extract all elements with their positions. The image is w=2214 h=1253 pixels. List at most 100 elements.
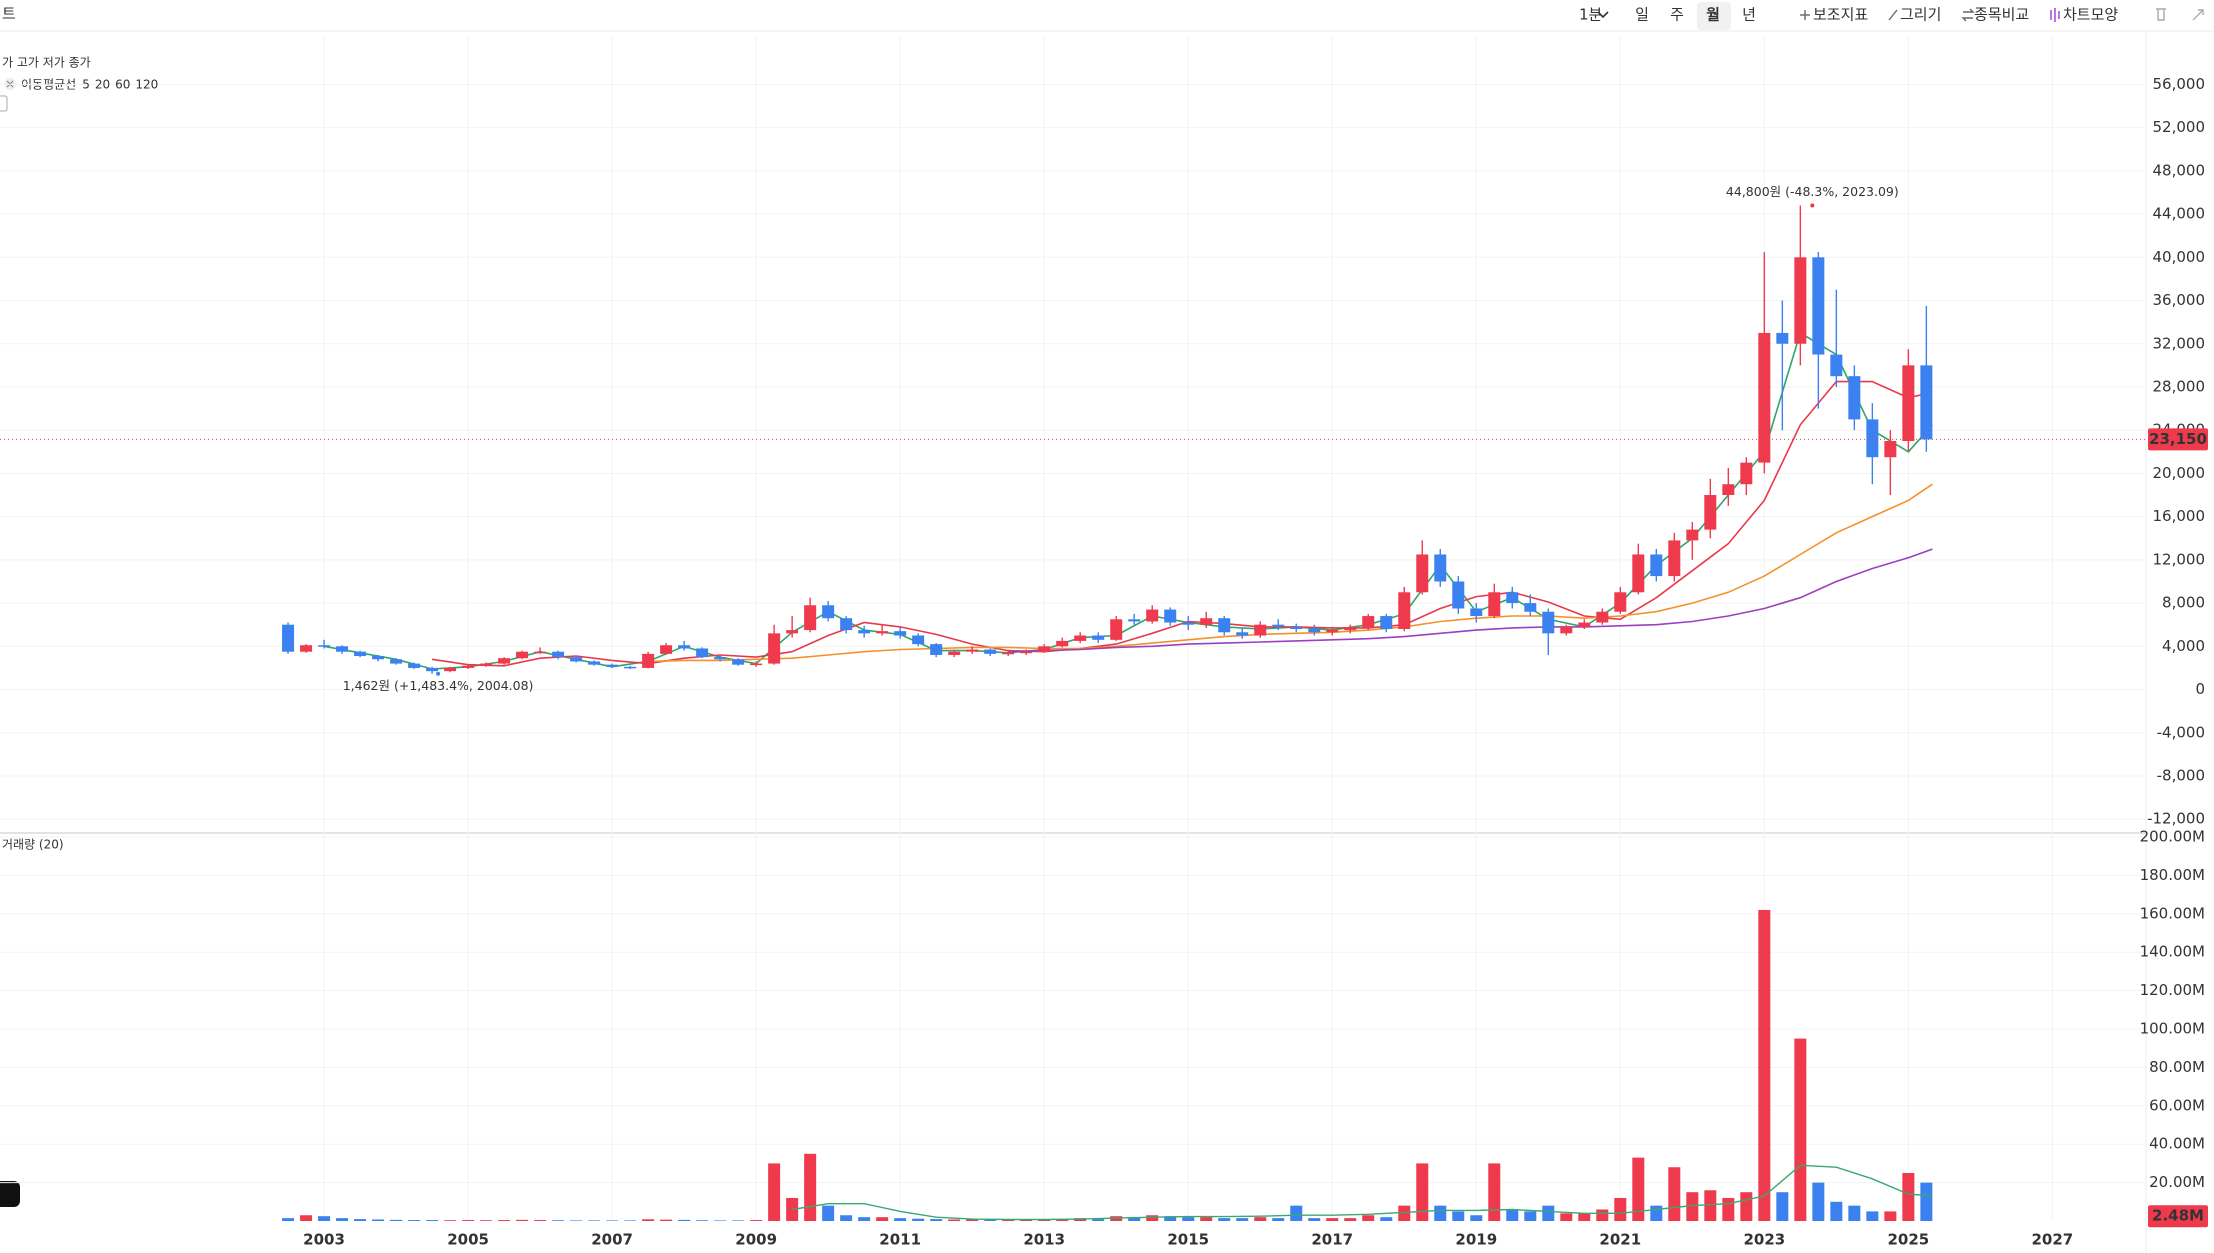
candle-body [1830, 354, 1843, 377]
candle-body [1056, 640, 1069, 647]
volume-bar [516, 1219, 529, 1221]
volume-bar [660, 1219, 673, 1221]
y-tick-label: 32,000 [2153, 334, 2206, 352]
volume-bar [1794, 1038, 1807, 1221]
y-tick-label: 40,000 [2153, 248, 2206, 266]
last-price-label: 23,150 [2149, 430, 2207, 448]
x-tick-label: 2009 [735, 1231, 777, 1249]
tool-icons [1800, 8, 2204, 22]
volume-badge-label: 2.48M [2152, 1207, 2204, 1225]
volume-bar [624, 1220, 637, 1221]
volume-bar [318, 1216, 331, 1221]
candle-body [1668, 540, 1681, 577]
y-tick-label: 48,000 [2153, 161, 2206, 179]
volume-bar [336, 1218, 349, 1221]
tool-button[interactable]: 그리기 [1900, 6, 1941, 24]
x-tick-label: 2011 [879, 1231, 921, 1249]
y-tick-label: 12,000 [2153, 550, 2206, 568]
ma-legend-item: 60 [115, 78, 130, 92]
candle-body [1272, 624, 1285, 627]
volume-bar [1128, 1217, 1141, 1221]
grid-layer [0, 36, 2146, 1221]
candle-body [876, 631, 889, 634]
y-tick-label: 36,000 [2153, 291, 2206, 309]
candle-body [1254, 624, 1267, 636]
volume-tick-label: 40.00M [2149, 1135, 2205, 1153]
volume-bar [1866, 1211, 1879, 1221]
candle-body [768, 633, 781, 664]
candle-body [444, 667, 457, 672]
volume-legend: 거래량 (20) [2, 838, 64, 852]
volume-bar [462, 1220, 475, 1221]
volume-bar [1470, 1215, 1483, 1221]
candle-body [1200, 618, 1213, 625]
candle-body [1488, 592, 1501, 617]
tool-button[interactable]: 종목비교 [1974, 6, 2029, 24]
volume-bar [390, 1219, 403, 1221]
volume-badge [2148, 1205, 2208, 1228]
volume-bar [840, 1215, 853, 1221]
volume-bar [372, 1219, 385, 1221]
top-layer: 1분 일 주 월 년 보조지표 그리기 종목비교 차트모양 [1579, 6, 2118, 24]
tool-button[interactable]: 차트모양 [2063, 6, 2118, 24]
volume-ma-line [791, 1164, 1933, 1221]
candle-body [1902, 365, 1915, 441]
volume-bar [1416, 1163, 1429, 1221]
volume-bar [1092, 1219, 1105, 1221]
candle-body [1452, 581, 1465, 609]
volume-bar [1380, 1217, 1393, 1221]
volume-bar [732, 1220, 745, 1221]
candle-body [786, 630, 799, 634]
volume-bar [1236, 1218, 1249, 1221]
volume-bar [408, 1220, 421, 1221]
volume-bar [678, 1219, 691, 1221]
candle-body [498, 658, 511, 664]
candle-body [804, 605, 817, 631]
annotation-dot [436, 671, 441, 676]
volume-bar [1812, 1182, 1825, 1221]
candle-body [1380, 616, 1393, 630]
interval-button[interactable]: 월 [1706, 6, 1720, 24]
y-tick-label: 52,000 [2153, 118, 2206, 136]
y-tick-label: -8,000 [2157, 766, 2205, 784]
candle-body [1074, 635, 1087, 641]
interval-button[interactable]: 1분 [1579, 6, 1603, 24]
volume-bar [1326, 1218, 1339, 1221]
x-tick-label: 2007 [591, 1231, 633, 1249]
y-tick-label: 0 [2195, 680, 2205, 698]
volume-bar [1776, 1192, 1789, 1221]
tool-button[interactable]: 보조지표 [1813, 6, 1868, 24]
candle-body [1002, 652, 1015, 655]
y-tick-label: -12,000 [2147, 810, 2205, 828]
volume-bar [984, 1219, 997, 1221]
interval-button[interactable]: 주 [1670, 6, 1684, 24]
x-tick-label: 2003 [303, 1231, 345, 1249]
x-tick-label: 2023 [1743, 1231, 1785, 1249]
interval-button[interactable]: 일 [1635, 6, 1649, 24]
volume-bar [1506, 1209, 1519, 1221]
volume-bar [1830, 1201, 1843, 1221]
volume-bar [552, 1220, 565, 1221]
x-tick-label: 2015 [1167, 1231, 1209, 1249]
volume-bar [1020, 1219, 1033, 1221]
candle-body [1164, 609, 1177, 623]
candle-body [318, 645, 331, 647]
volume-bar [1632, 1157, 1645, 1221]
candle-body [588, 661, 601, 665]
candle-body [732, 659, 745, 665]
candle-body [480, 663, 493, 666]
moving-average-line [323, 331, 1933, 670]
candle-body [1596, 611, 1609, 623]
volume-bar [606, 1220, 619, 1221]
volume-bar [354, 1219, 367, 1221]
candle-body [1092, 635, 1105, 640]
interval-button[interactable]: 년 [1742, 6, 1756, 24]
candle-layer [282, 205, 1933, 674]
volume-bar [1308, 1218, 1321, 1221]
candle-body [426, 667, 439, 672]
volume-bar [1920, 1182, 1933, 1221]
volume-bar [768, 1163, 781, 1221]
labels-layer: -12,000 -8,000 -4,000 0 4,000 8,000 12,000 16,0… [0, 75, 2208, 1249]
candle-body [282, 624, 295, 652]
